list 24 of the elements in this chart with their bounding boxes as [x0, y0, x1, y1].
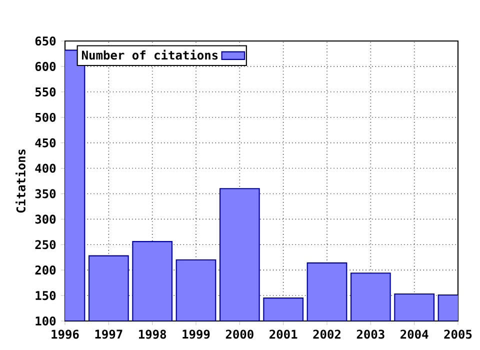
y-axis-title: Citations: [16, 149, 26, 213]
x-tick-label: 2004: [400, 330, 428, 339]
y-tick-label: 350: [35, 189, 56, 198]
x-tick-label: 2003: [356, 330, 384, 339]
y-tick-label: 300: [35, 214, 56, 224]
y-tick-label: 550: [35, 87, 56, 96]
x-tick-label: 1996: [52, 330, 79, 339]
x-tick-label: 1997: [95, 330, 122, 339]
y-tick-label: 500: [35, 112, 56, 122]
x-tick-label: 2001: [270, 330, 298, 339]
x-tick-label: 1999: [182, 330, 210, 339]
x-tick-label: 1998: [138, 330, 166, 339]
y-tick-label: 650: [35, 36, 56, 46]
y-tick-label: 250: [35, 240, 56, 250]
x-tick-label: 2002: [313, 330, 340, 339]
y-tick-label: 600: [35, 62, 56, 72]
y-tick-label: 450: [35, 138, 56, 148]
y-tick-label: 200: [35, 266, 56, 275]
x-tick-label: 2005: [444, 330, 472, 339]
y-tick-label: 400: [35, 164, 56, 173]
y-tick-label: 150: [36, 290, 56, 300]
legend-label: Number of citations: [82, 50, 218, 60]
x-tick-label: 2000: [226, 330, 254, 339]
y-tick-label: 100: [36, 316, 56, 326]
